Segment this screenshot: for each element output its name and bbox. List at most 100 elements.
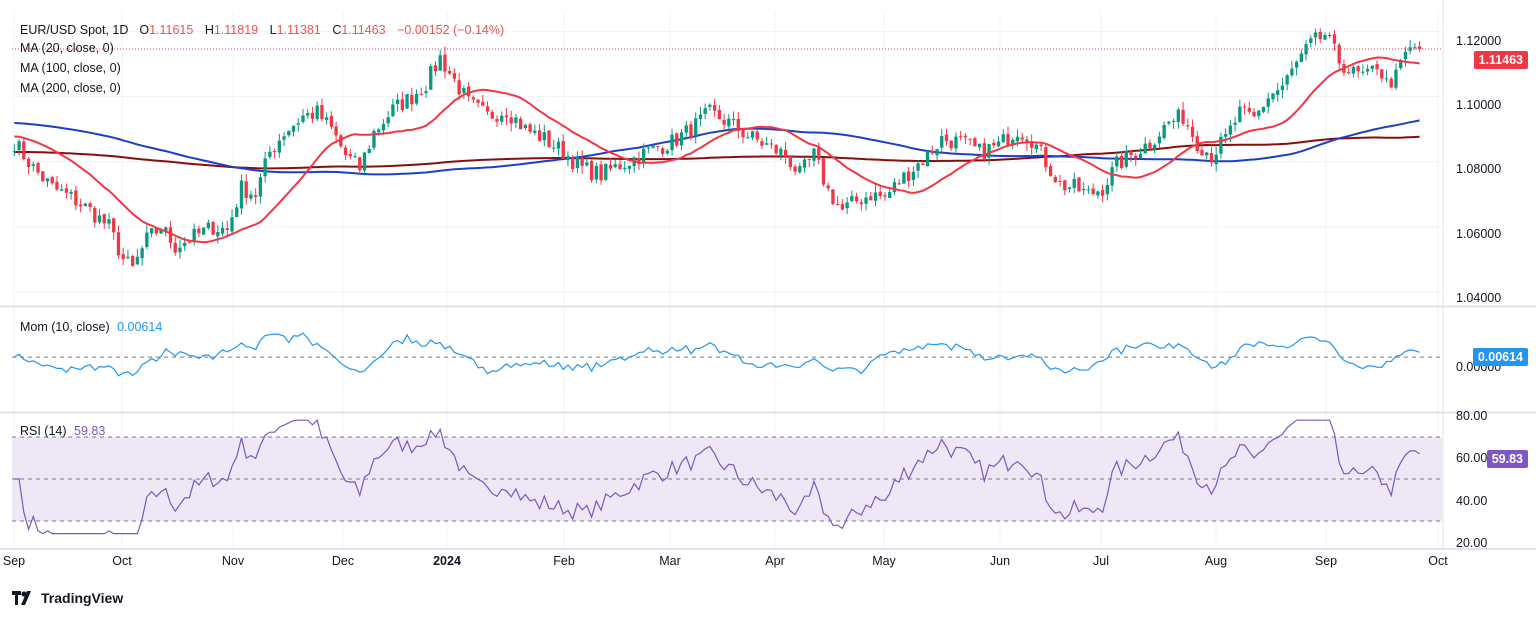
candle-body-239 bbox=[1143, 143, 1147, 154]
candle-body-47 bbox=[235, 207, 239, 217]
candle-body-90 bbox=[438, 55, 442, 71]
candle-body-269 bbox=[1285, 75, 1289, 85]
close-label: C bbox=[332, 23, 342, 37]
ma100-line bbox=[14, 119, 1420, 176]
candle-body-291 bbox=[1389, 78, 1393, 88]
close-value: 1.11463 bbox=[341, 23, 386, 37]
candle-body-107 bbox=[518, 118, 523, 130]
candle-body-35 bbox=[178, 247, 182, 253]
candle-body-56 bbox=[277, 140, 281, 153]
ma100-legend[interactable]: MA (100, close, 0) bbox=[20, 61, 121, 75]
candle-body-117 bbox=[566, 156, 570, 161]
candle-body-143 bbox=[689, 124, 693, 138]
candle-body-156 bbox=[750, 131, 755, 138]
candle-body-161 bbox=[774, 144, 778, 154]
candle-body-128 bbox=[618, 164, 622, 170]
candle-body-72 bbox=[353, 156, 357, 158]
candle-body-185 bbox=[888, 192, 892, 199]
rsi-tick-20: 20.00 bbox=[1456, 536, 1488, 550]
candle-body-80 bbox=[391, 104, 395, 117]
candle-body-221 bbox=[1058, 180, 1062, 182]
x-tick-nov: Nov bbox=[221, 554, 245, 568]
momentum-legend[interactable]: Mom (10, close) 0.00614 bbox=[20, 319, 166, 335]
candle-body-234 bbox=[1119, 155, 1124, 168]
candle-body-24 bbox=[126, 256, 130, 258]
candle-body-133 bbox=[642, 148, 646, 163]
ma200-legend[interactable]: MA (200, close, 0) bbox=[20, 81, 121, 95]
candle-body-288 bbox=[1375, 64, 1379, 70]
candle-body-81 bbox=[395, 99, 400, 104]
candle-body-74 bbox=[362, 152, 367, 171]
candle-body-279 bbox=[1332, 34, 1337, 44]
candle-body-278 bbox=[1328, 35, 1332, 37]
candle-body-50 bbox=[249, 194, 253, 199]
candle-body-38 bbox=[192, 228, 196, 243]
candle-body-10 bbox=[60, 189, 64, 191]
ma20-legend[interactable]: MA (20, close, 0) bbox=[20, 41, 114, 55]
candle-body-179 bbox=[859, 202, 863, 205]
candle-body-146 bbox=[703, 108, 707, 114]
candle-body-14 bbox=[78, 204, 83, 207]
candle-body-293 bbox=[1399, 60, 1403, 69]
candle-body-67 bbox=[329, 115, 334, 127]
candle-body-180 bbox=[864, 197, 868, 204]
candle-body-276 bbox=[1318, 32, 1322, 40]
candle-body-152 bbox=[731, 119, 736, 121]
candle-body-29 bbox=[149, 228, 154, 234]
candle-body-157 bbox=[755, 131, 759, 140]
candle-body-59 bbox=[291, 125, 296, 132]
low-value: 1.11381 bbox=[276, 23, 321, 37]
candle-body-286 bbox=[1365, 68, 1370, 72]
candle-body-194 bbox=[930, 151, 934, 154]
candle-body-141 bbox=[679, 132, 684, 146]
candle-body-132 bbox=[637, 158, 641, 165]
candle-body-124 bbox=[599, 164, 603, 181]
candle-body-219 bbox=[1048, 166, 1053, 176]
candle-body-202 bbox=[968, 138, 972, 140]
candle-body-103 bbox=[500, 115, 504, 122]
candle-body-292 bbox=[1394, 69, 1398, 88]
candle-body-43 bbox=[216, 232, 220, 237]
candle-body-154 bbox=[741, 129, 745, 138]
candle-body-289 bbox=[1380, 69, 1384, 79]
candle-body-130 bbox=[627, 165, 632, 169]
open-value: 1.11615 bbox=[149, 23, 194, 37]
candle-body-208 bbox=[996, 141, 1001, 147]
x-tick-oct-24: Oct bbox=[1428, 554, 1448, 568]
candle-body-274 bbox=[1309, 38, 1313, 43]
candle-body-93 bbox=[452, 73, 457, 79]
price-legend: EUR/USD Spot, 1D O1.11615 H1.11819 L1.11… bbox=[20, 22, 508, 38]
candle-body-277 bbox=[1323, 35, 1327, 40]
candle-body-228 bbox=[1091, 188, 1095, 194]
tradingview-logo[interactable]: TradingView bbox=[12, 590, 123, 606]
candle-body-213 bbox=[1020, 137, 1024, 140]
candle-body-186 bbox=[892, 182, 897, 192]
x-tick-2024: 2024 bbox=[433, 554, 461, 568]
candle-body-112 bbox=[542, 132, 546, 141]
rsi-tick-40: 40.00 bbox=[1456, 494, 1488, 508]
candle-body-111 bbox=[537, 130, 542, 142]
rsi-legend[interactable]: RSI (14) 59.83 bbox=[20, 423, 109, 439]
candle-body-260 bbox=[1242, 106, 1247, 108]
candle-body-222 bbox=[1063, 180, 1067, 191]
candle-body-137 bbox=[660, 148, 665, 154]
candle-body-147 bbox=[708, 104, 712, 107]
rsi-tick-80: 80.00 bbox=[1456, 409, 1488, 423]
candle-body-215 bbox=[1029, 142, 1034, 148]
candle-body-21 bbox=[112, 218, 116, 233]
candle-body-169 bbox=[812, 148, 816, 161]
candle-body-1 bbox=[17, 141, 21, 150]
candle-body-97 bbox=[471, 97, 475, 100]
candle-body-162 bbox=[779, 148, 783, 155]
x-tick-jul: Jul bbox=[1093, 554, 1109, 568]
momentum-line bbox=[12, 332, 1442, 377]
candle-body-224 bbox=[1072, 178, 1076, 188]
last-price-tag: 1.11463 bbox=[1473, 51, 1528, 69]
candle-body-187 bbox=[897, 183, 901, 185]
candle-body-49 bbox=[244, 181, 248, 198]
candle-body-120 bbox=[580, 157, 584, 166]
candle-body-164 bbox=[788, 156, 792, 168]
candle-body-254 bbox=[1214, 154, 1218, 165]
candle-body-255 bbox=[1219, 136, 1223, 154]
candle-body-66 bbox=[324, 117, 329, 120]
